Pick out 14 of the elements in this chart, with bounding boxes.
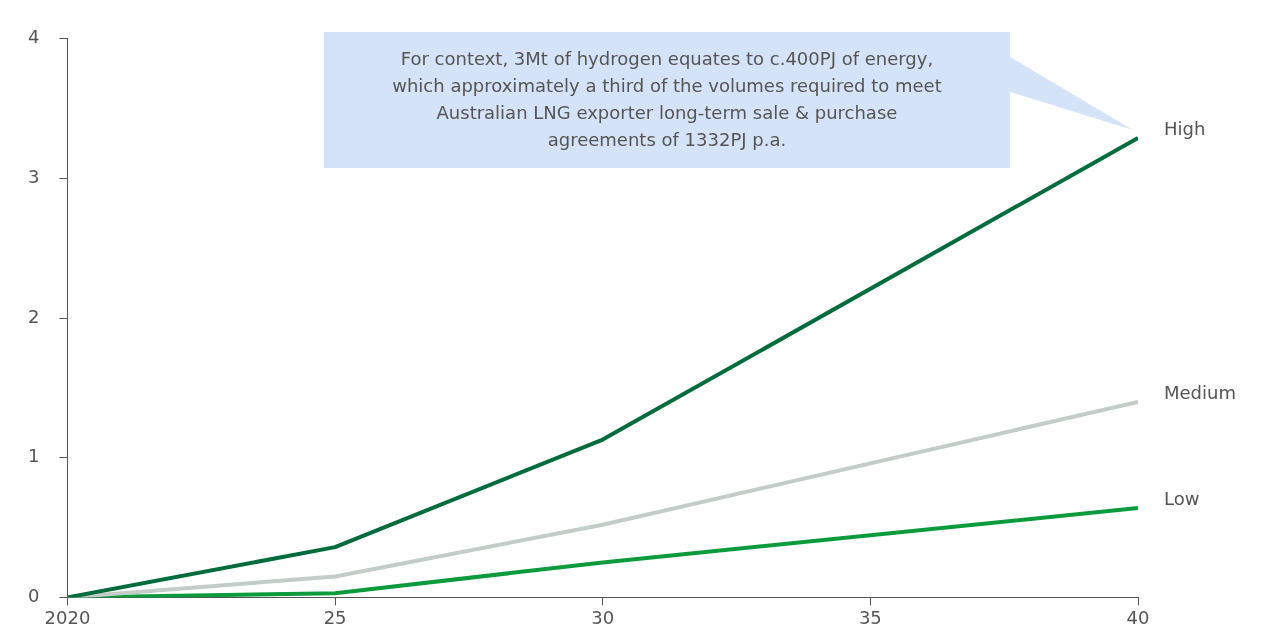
x-tick-label: 25 — [323, 606, 347, 628]
y-tick-label: 3 — [28, 166, 40, 188]
y-tick-label: 0 — [28, 585, 40, 607]
x-tick-label: 2020 — [44, 606, 91, 628]
x-tick-label: 40 — [1126, 606, 1150, 628]
series-label: Low — [1164, 487, 1200, 509]
y-tick-label: 2 — [28, 305, 40, 327]
x-tick-label: 35 — [858, 606, 882, 628]
y-tick-label: 4 — [28, 26, 40, 48]
y-tick-label: 1 — [28, 445, 40, 467]
series-label: Medium — [1164, 381, 1236, 403]
annotation: For context, 3Mt of hydrogen equates to c.400PJ of energy, which approximately a third of the volumes required to meet Australian LNG exporter long-term sale & purchase agreements of 1332PJ p.a. — [391, 47, 943, 152]
series-label: High — [1164, 117, 1206, 139]
x-tick-label: 30 — [591, 606, 615, 628]
